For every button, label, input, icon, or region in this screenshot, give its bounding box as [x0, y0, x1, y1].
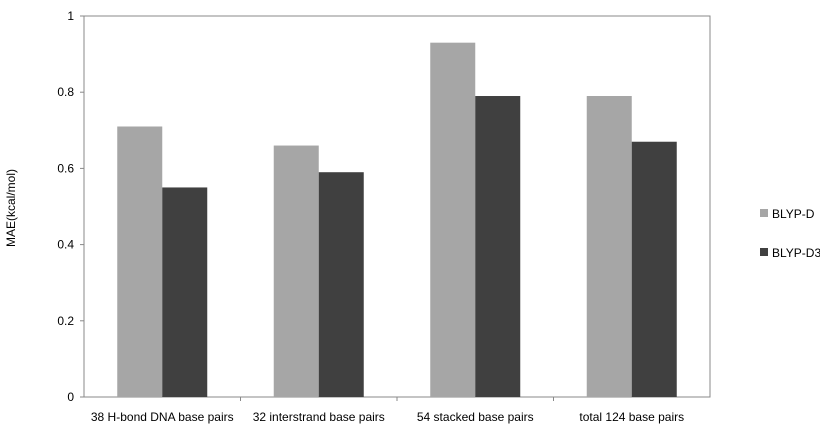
y-tick-label: 1 — [67, 9, 74, 23]
x-category-label: 38 H-bond DNA base pairs — [91, 410, 234, 424]
y-axis-title: MAE(kcal/mol) — [4, 169, 18, 247]
bar-blyp-d3-2 — [475, 96, 521, 397]
y-tick-label: 0.6 — [57, 161, 74, 175]
bar-blyp-d-1 — [273, 145, 319, 397]
legend-swatch-blyp-d — [760, 209, 768, 217]
bar-blyp-d-3 — [586, 96, 632, 397]
x-category-label: 54 stacked base pairs — [417, 410, 534, 424]
bars-group — [117, 42, 677, 398]
bar-blyp-d3-1 — [318, 172, 364, 397]
bar-blyp-d-2 — [430, 42, 476, 398]
legend-label: BLYP-D3 — [772, 246, 820, 260]
legend-swatch-blyp-d3 — [760, 248, 768, 256]
y-tick-label: 0.8 — [57, 85, 74, 99]
x-category-label: total 124 base pairs — [579, 410, 684, 424]
legend-label: BLYP-D — [772, 207, 815, 221]
bar-blyp-d3-0 — [162, 187, 208, 397]
y-tick-label: 0.2 — [57, 314, 74, 328]
bar-blyp-d-0 — [117, 126, 163, 398]
y-tick-label: 0 — [67, 390, 74, 404]
x-category-label: 32 interstrand base pairs — [253, 410, 385, 424]
x-axis-labels: 38 H-bond DNA base pairs 32 interstrand b… — [91, 397, 684, 424]
y-axis-ticks: 0 0.2 0.4 0.6 0.8 1 — [57, 9, 84, 404]
y-tick-label: 0.4 — [57, 238, 74, 252]
legend: BLYP-D BLYP-D3 — [760, 207, 820, 260]
bar-blyp-d3-3 — [631, 141, 677, 397]
